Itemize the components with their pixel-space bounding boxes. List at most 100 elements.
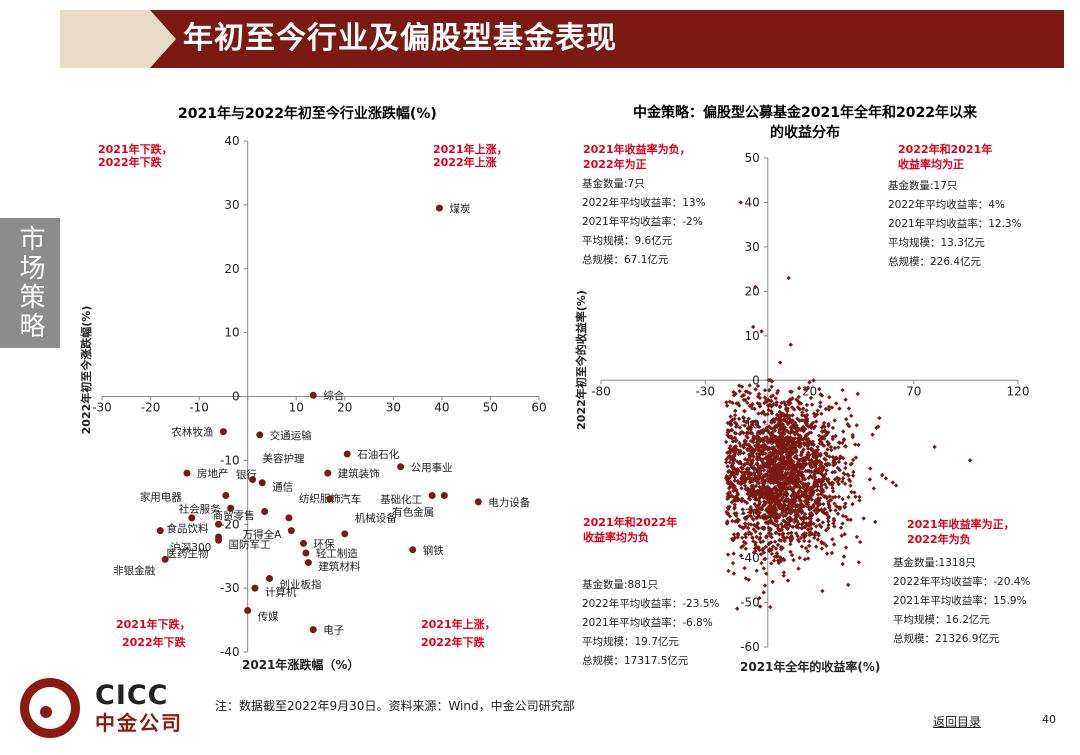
fund-point bbox=[843, 545, 849, 550]
fund-point bbox=[795, 518, 800, 524]
fund-point bbox=[812, 535, 817, 540]
fund-point bbox=[753, 545, 758, 551]
fund-point bbox=[770, 462, 776, 467]
fund-point bbox=[793, 498, 798, 503]
quadrant-stat-top_right: 总规模：226.4亿元 bbox=[888, 255, 982, 268]
fund-point bbox=[801, 486, 807, 491]
industry-point bbox=[219, 428, 227, 436]
section-tab-label: 市场策略 bbox=[15, 225, 45, 341]
fund-point bbox=[813, 500, 819, 505]
fund-point bbox=[773, 546, 779, 551]
fund-point bbox=[743, 531, 748, 537]
industry-point-label: 电力设备 bbox=[488, 496, 530, 509]
y-axis-title: 2022年初至今的收益率(%) bbox=[574, 290, 588, 430]
fund-point bbox=[821, 474, 827, 480]
fund-point bbox=[724, 509, 729, 515]
fund-point bbox=[809, 402, 815, 407]
x-tick-label: -30 bbox=[92, 401, 112, 415]
back-to-contents-link[interactable]: 返回目录 bbox=[933, 715, 982, 729]
fund-point bbox=[762, 485, 768, 490]
fund-point bbox=[753, 387, 758, 392]
fund-point bbox=[777, 537, 782, 543]
fund-point bbox=[725, 511, 730, 517]
quadrant-label-top_right: 2021年上涨， bbox=[433, 142, 508, 156]
quadrant-label-bottom_right: 2021年上涨， bbox=[421, 617, 496, 631]
industry-point-label: 石油石化 bbox=[357, 448, 399, 461]
fund-point bbox=[726, 506, 731, 512]
fund-outlier-point bbox=[751, 324, 756, 330]
fund-point bbox=[755, 454, 760, 460]
fund-point bbox=[761, 437, 766, 442]
fund-point bbox=[737, 388, 742, 394]
industry-point-label: 沪深300 bbox=[170, 541, 211, 554]
fund-point bbox=[784, 452, 790, 457]
section-tab[interactable]: 市场策略 bbox=[0, 218, 60, 348]
quadrant-label-bottom_left: 2022年下跌 bbox=[122, 635, 187, 649]
fund-outlier-point bbox=[759, 329, 764, 334]
fund-point bbox=[788, 480, 793, 485]
fund-point bbox=[750, 478, 756, 484]
source-note: 注：数据截至2022年9月30日。资料来源：Wind，中金公司研究部 bbox=[215, 699, 575, 713]
fund-point bbox=[767, 503, 773, 509]
fund-point bbox=[785, 455, 790, 461]
fund-outlier-point bbox=[967, 458, 973, 463]
fund-point bbox=[734, 495, 739, 501]
fund-point bbox=[790, 492, 795, 498]
fund-point bbox=[787, 507, 792, 512]
fund-point bbox=[766, 510, 771, 515]
y-tick-label: 20 bbox=[224, 262, 239, 276]
fund-point bbox=[808, 513, 814, 518]
fund-point bbox=[781, 499, 787, 504]
fund-point bbox=[775, 478, 780, 483]
fund-point bbox=[789, 405, 795, 410]
fund-point bbox=[777, 532, 782, 537]
fund-point bbox=[730, 454, 736, 459]
fund-point bbox=[762, 395, 768, 400]
fund-point bbox=[805, 488, 810, 493]
fund-point bbox=[804, 496, 809, 502]
fund-point bbox=[825, 461, 830, 466]
fund-point bbox=[766, 465, 772, 470]
fund-point bbox=[822, 506, 827, 512]
fund-point bbox=[761, 590, 766, 595]
fund-point bbox=[739, 498, 744, 503]
fund-point bbox=[734, 438, 739, 443]
fund-point bbox=[785, 420, 790, 425]
industry-point bbox=[285, 514, 293, 522]
fund-point bbox=[725, 496, 730, 501]
x-tick-label: 50 bbox=[483, 401, 498, 415]
fund-point bbox=[764, 425, 769, 431]
fund-point bbox=[735, 492, 740, 498]
fund-point bbox=[785, 526, 790, 532]
fund-point bbox=[829, 447, 834, 453]
fund-point bbox=[826, 522, 831, 528]
industry-point bbox=[266, 575, 274, 583]
fund-point bbox=[831, 458, 836, 463]
fund-point bbox=[739, 465, 744, 470]
quadrant-title-bottom_right: 2021年收益率为正， bbox=[907, 517, 1015, 531]
fund-point bbox=[818, 480, 823, 485]
fund-point bbox=[745, 400, 750, 406]
fund-point bbox=[729, 500, 735, 505]
fund-point bbox=[748, 444, 753, 450]
fund-point bbox=[805, 504, 810, 509]
fund-point bbox=[832, 445, 838, 451]
fund-point bbox=[792, 465, 797, 471]
fund-point bbox=[783, 519, 788, 525]
x-tick-label: 20 bbox=[337, 401, 352, 415]
fund-point bbox=[855, 391, 860, 397]
fund-point bbox=[805, 549, 810, 554]
quadrant-stat-bottom_left: 2022年平均收益率：-23.5% bbox=[582, 597, 719, 610]
fund-point bbox=[804, 456, 809, 462]
fund-point bbox=[800, 437, 806, 442]
fund-point bbox=[762, 499, 767, 504]
fund-point bbox=[830, 454, 836, 460]
fund-point bbox=[804, 402, 810, 408]
industry-point bbox=[215, 520, 223, 528]
industry-point-label: 农林牧渔 bbox=[171, 426, 213, 439]
fund-point bbox=[787, 461, 792, 466]
fund-point bbox=[736, 480, 741, 486]
fund-point bbox=[735, 423, 740, 428]
fund-point bbox=[799, 418, 804, 423]
